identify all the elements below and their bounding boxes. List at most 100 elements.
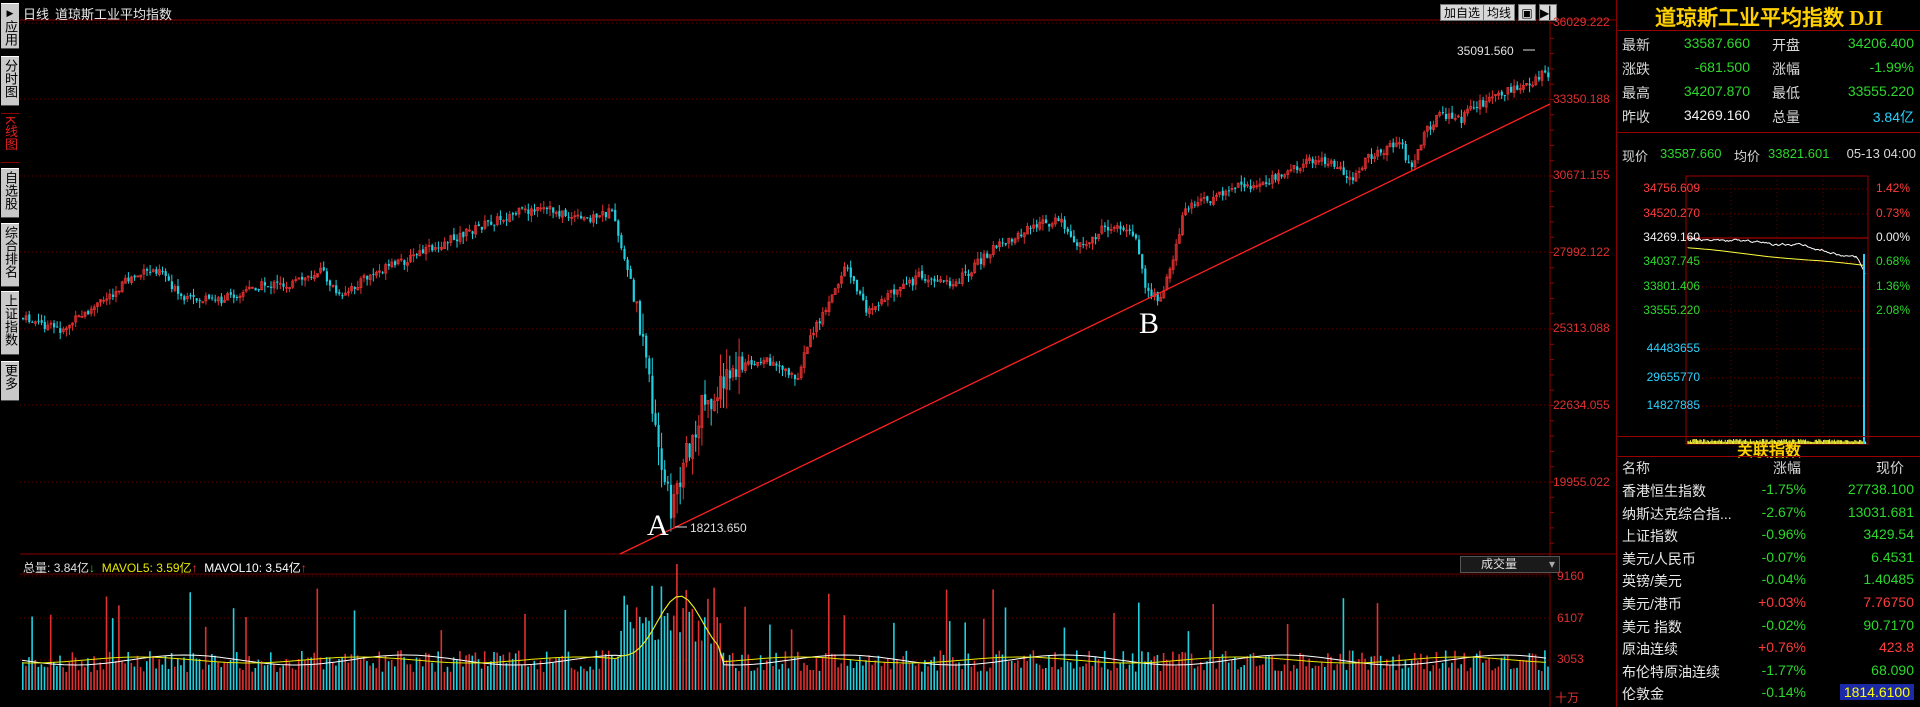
volume-bar bbox=[855, 662, 858, 690]
candle-body bbox=[443, 241, 447, 249]
volume-bar bbox=[632, 628, 635, 690]
candle-body bbox=[1078, 242, 1082, 247]
related-index-row[interactable]: 原油连续 +0.76% 423.8 bbox=[1622, 639, 1916, 661]
related-index-row[interactable]: 美元 指数 -0.02% 90.7170 bbox=[1622, 617, 1916, 639]
volume-bar bbox=[1525, 660, 1528, 690]
tab-intraday[interactable]: 分时图 bbox=[1, 56, 19, 106]
volume-bar bbox=[1057, 669, 1059, 690]
candle-body bbox=[31, 321, 34, 323]
candle-body bbox=[301, 276, 304, 280]
volume-bar bbox=[335, 665, 337, 690]
candle-body bbox=[712, 400, 716, 412]
candle-body bbox=[719, 375, 722, 400]
candle-body bbox=[623, 248, 626, 259]
volume-bar bbox=[505, 663, 508, 690]
tab-shanghai-index[interactable]: 上证指数 bbox=[1, 291, 19, 355]
candle-body bbox=[493, 224, 496, 226]
indicator-select[interactable]: 成交量 ▾ bbox=[1460, 556, 1560, 573]
candle-body bbox=[672, 494, 676, 518]
candle-body bbox=[185, 295, 189, 300]
volume-bar bbox=[226, 662, 229, 690]
candle-body bbox=[554, 211, 558, 215]
candle-body bbox=[1041, 219, 1045, 224]
volume-bar bbox=[468, 654, 470, 690]
related-index-row[interactable]: 布伦特原油连续 -1.77% 68.090 bbox=[1622, 662, 1916, 684]
intraday-chart[interactable] bbox=[1618, 168, 1920, 448]
candle-body bbox=[297, 277, 301, 280]
volume-bar bbox=[232, 608, 235, 690]
candle-body bbox=[827, 301, 831, 313]
volume-bar bbox=[992, 589, 994, 690]
volume-bar bbox=[34, 659, 36, 690]
volume-bar bbox=[93, 656, 95, 690]
candle-body bbox=[1373, 156, 1376, 159]
volume-bar bbox=[434, 671, 436, 690]
volume-bar bbox=[1314, 665, 1317, 690]
volume-bar bbox=[883, 662, 886, 690]
related-index-row[interactable]: 香港恒生指数 -1.75% 27738.100 bbox=[1622, 481, 1916, 503]
volume-bar bbox=[707, 598, 709, 690]
quote-label: 涨幅 bbox=[1772, 61, 1800, 77]
candle-body bbox=[167, 276, 170, 281]
tab-more[interactable]: 更多 bbox=[1, 361, 19, 401]
ma-line-button[interactable]: 均线 bbox=[1483, 4, 1516, 21]
candle-body bbox=[862, 293, 865, 300]
candle-body bbox=[1435, 114, 1438, 127]
chart-canvas[interactable]: A B 18213.650 35091.560 bbox=[20, 0, 1617, 707]
kline-chart[interactable]: A B 18213.650 35091.560 日线 道琼斯工业平均指数 加自选 均线… bbox=[20, 0, 1617, 707]
candle-body bbox=[669, 484, 673, 519]
volume-bar bbox=[115, 660, 117, 690]
window-icon[interactable]: ▣ bbox=[1518, 4, 1536, 21]
candle-body bbox=[192, 294, 195, 298]
related-index-row[interactable]: 纳斯达克综合指... -2.67% 13031.681 bbox=[1622, 504, 1916, 526]
volume-bar bbox=[459, 651, 461, 690]
related-index-row[interactable]: 美元/港币 +0.03% 7.76750 bbox=[1622, 594, 1916, 616]
volume-bar bbox=[1457, 668, 1459, 690]
period-label[interactable]: 日线 bbox=[23, 7, 50, 22]
candle-body bbox=[1491, 96, 1494, 99]
related-index-price: 7.76750 bbox=[1863, 594, 1914, 610]
candle-body bbox=[511, 213, 514, 215]
candle-body bbox=[1388, 143, 1392, 148]
volume-bar bbox=[1283, 664, 1286, 690]
candle-body bbox=[1277, 172, 1280, 182]
candle-body bbox=[201, 301, 205, 304]
add-watch-button[interactable]: 加自选 bbox=[1440, 4, 1485, 21]
volume-bar bbox=[1172, 651, 1174, 690]
candle-body bbox=[142, 269, 146, 275]
candle-body bbox=[704, 394, 707, 405]
candle-body bbox=[306, 275, 310, 278]
candle-body bbox=[480, 227, 483, 230]
related-index-row[interactable]: 英镑/美元 -0.04% 1.40485 bbox=[1622, 571, 1916, 593]
candle-body bbox=[815, 321, 818, 333]
tab-watchlist[interactable]: 自选股 bbox=[1, 168, 19, 218]
volume-bar bbox=[514, 653, 517, 690]
related-index-price: 13031.681 bbox=[1847, 503, 1914, 520]
candle-body bbox=[638, 301, 642, 335]
tab-ranking[interactable]: 综合排名 bbox=[1, 223, 19, 287]
candle-body bbox=[1326, 163, 1330, 166]
quote-value: -1.99% bbox=[1869, 59, 1914, 75]
tab-apps[interactable]: ▶ 应用 bbox=[1, 3, 19, 49]
volume-tick-label: 9160 bbox=[1557, 569, 1584, 583]
volume-bar bbox=[1482, 662, 1484, 690]
candle-body bbox=[998, 241, 1001, 248]
candle-body bbox=[986, 253, 989, 258]
volume-bar bbox=[456, 660, 458, 690]
related-index-row[interactable]: 美元/人民币 -0.07% 6.4531 bbox=[1622, 549, 1916, 571]
volume-bar bbox=[1107, 669, 1109, 690]
volume-bar bbox=[105, 596, 108, 690]
volume-bar bbox=[1169, 661, 1171, 690]
candle-body bbox=[1460, 116, 1463, 124]
volume-bar bbox=[322, 669, 325, 690]
volume-bar bbox=[319, 657, 322, 690]
candle-body bbox=[247, 286, 251, 290]
related-index-row[interactable]: 上证指数 -0.96% 3429.54 bbox=[1622, 526, 1916, 548]
skip-end-icon[interactable]: ▶▏ bbox=[1539, 4, 1559, 21]
related-index-row[interactable]: 伦敦金 -0.14% 1814.6100 bbox=[1622, 684, 1916, 706]
volume-bar bbox=[384, 655, 387, 690]
candle-body bbox=[886, 293, 890, 300]
volume-bar bbox=[496, 652, 498, 690]
candle-body bbox=[595, 213, 598, 218]
tab-kline[interactable]: K线图 bbox=[1, 113, 19, 163]
